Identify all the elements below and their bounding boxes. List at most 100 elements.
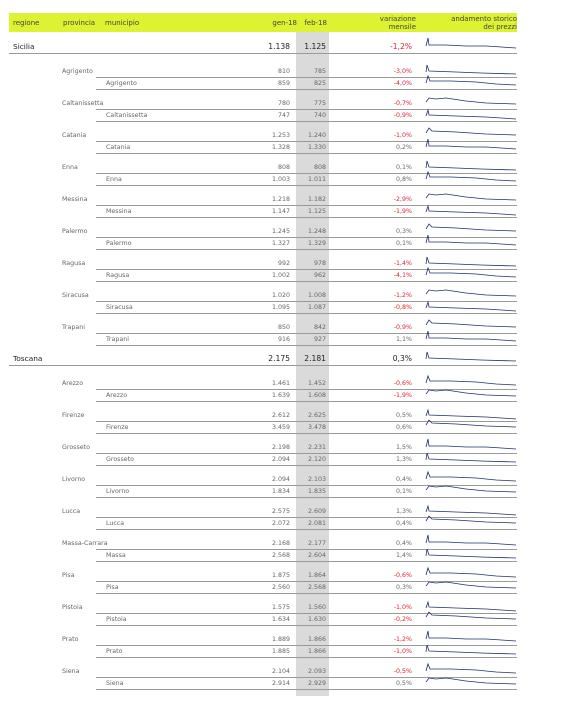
- sparkline-path: [425, 438, 517, 450]
- municipality-separator: [96, 153, 517, 154]
- feb-column-shade: [296, 32, 329, 696]
- value-gen: 2.198: [271, 444, 290, 451]
- value-gen: 1.218: [271, 196, 290, 203]
- value-feb: 1.125: [307, 208, 326, 215]
- province-name: Ragusa: [62, 260, 86, 267]
- municipality-row: Trapani 916 927 1,1%: [0, 334, 577, 346]
- municipality-name: Lucca: [106, 520, 125, 527]
- value-feb: 1.008: [307, 292, 326, 299]
- municipality-separator: [96, 185, 517, 186]
- sparkline-path: [425, 374, 517, 386]
- monthly-variation: 0,1%: [396, 240, 412, 247]
- price-trend-sparkline: [425, 504, 517, 516]
- price-trend-sparkline: [425, 662, 517, 674]
- value-gen: 850: [277, 324, 290, 331]
- value-gen: 2.094: [271, 456, 290, 463]
- sparkline-path: [425, 204, 517, 216]
- value-feb: 2.929: [307, 680, 326, 687]
- price-trend-sparkline: [425, 419, 517, 428]
- value-gen: 780: [277, 100, 290, 107]
- price-trend-sparkline: [425, 566, 517, 578]
- municipality-row: Enna 1.003 1.011 0,8%: [0, 174, 577, 186]
- sparkline-path: [425, 600, 517, 612]
- province-separator: [96, 549, 517, 550]
- province-separator: [96, 173, 517, 174]
- sparkline-path: [425, 330, 517, 342]
- monthly-variation: 0,1%: [396, 164, 412, 171]
- province-separator: [96, 333, 517, 334]
- municipality-row: Lucca 2.072 2.081 0,4%: [0, 518, 577, 530]
- sparkline-path: [425, 611, 517, 620]
- municipality-row: Prato 1.885 1.866 -1,0%: [0, 646, 577, 658]
- value-feb: 2.181: [304, 354, 326, 363]
- municipality-row: Caltanissetta 747 740 -0,9%: [0, 110, 577, 122]
- sparkline-path: [425, 37, 517, 49]
- municipality-name: Siena: [106, 680, 124, 687]
- value-feb: 785: [313, 68, 326, 75]
- province-separator: [96, 205, 517, 206]
- value-gen: 1.020: [271, 292, 290, 299]
- province-row: Catania 1.253 1.240 -1,0%: [0, 130, 577, 142]
- province-name: Catania: [62, 132, 87, 139]
- municipality-row: Agrigento 859 825 -4,0%: [0, 78, 577, 90]
- value-feb: 2.609: [307, 508, 326, 515]
- monthly-variation: -1,9%: [393, 392, 412, 399]
- header-variazione-line1: variazione: [379, 15, 416, 23]
- monthly-variation: -1,4%: [393, 260, 412, 267]
- municipality-row: Ragusa 1.002 962 -4,1%: [0, 270, 577, 282]
- province-name: Agrigento: [62, 68, 93, 75]
- province-name: Messina: [62, 196, 88, 203]
- value-gen: 1.328: [271, 144, 290, 151]
- province-name: Arezzo: [62, 380, 84, 387]
- municipality-name: Prato: [106, 648, 123, 655]
- sparkline-path: [425, 64, 517, 75]
- monthly-variation: -0,9%: [393, 324, 412, 331]
- sparkline-path: [425, 662, 517, 674]
- price-trend-sparkline: [425, 223, 517, 232]
- sparkline-path: [425, 566, 517, 578]
- province-row: Massa-Carrara 2.168 2.177 0,4%: [0, 538, 577, 550]
- sparkline-path: [425, 581, 517, 589]
- value-gen: 1.138: [268, 42, 290, 51]
- value-gen: 992: [277, 260, 290, 267]
- monthly-variation: -0,6%: [393, 380, 412, 387]
- value-feb: 1.608: [307, 392, 326, 399]
- value-feb: 1.835: [307, 488, 326, 495]
- monthly-variation: 0,8%: [396, 176, 412, 183]
- price-trend-sparkline: [425, 452, 517, 463]
- province-separator: [96, 421, 517, 422]
- sparkline-path: [425, 300, 517, 312]
- monthly-variation: -4,0%: [393, 80, 412, 87]
- sparkline-path: [425, 351, 517, 362]
- municipality-separator: [96, 401, 517, 402]
- value-gen: 1.575: [271, 604, 290, 611]
- municipality-name: Trapani: [106, 336, 129, 343]
- price-trend-sparkline: [425, 204, 517, 216]
- header-provincia: provincia: [63, 19, 96, 27]
- province-name: Prato: [62, 636, 79, 643]
- value-feb: 808: [313, 164, 326, 171]
- value-gen: 1.875: [271, 572, 290, 579]
- province-separator: [96, 453, 517, 454]
- region-name: Sicilia: [13, 42, 35, 51]
- monthly-variation: 0,2%: [396, 144, 412, 151]
- header-gen: gen-18: [272, 19, 297, 27]
- price-trend-sparkline: [425, 170, 517, 182]
- province-name: Caltanissetta: [62, 100, 104, 107]
- municipality-row: Siracusa 1.095 1.087 -0,8%: [0, 302, 577, 314]
- price-trend-sparkline: [425, 374, 517, 386]
- value-feb: 2.093: [307, 668, 326, 675]
- value-feb: 962: [313, 272, 326, 279]
- sparkline-path: [425, 504, 517, 516]
- value-feb: 1.330: [307, 144, 326, 151]
- municipality-row: Grosseto 2.094 2.120 1,3%: [0, 454, 577, 466]
- monthly-variation: -0,7%: [393, 100, 412, 107]
- price-trend-sparkline: [425, 138, 517, 150]
- monthly-variation: -0,5%: [393, 668, 412, 675]
- value-feb: 927: [313, 336, 326, 343]
- value-gen: 1.885: [271, 648, 290, 655]
- header-municipio: municipio: [105, 19, 140, 27]
- municipality-separator: [96, 689, 517, 690]
- monthly-variation: -1,0%: [393, 648, 412, 655]
